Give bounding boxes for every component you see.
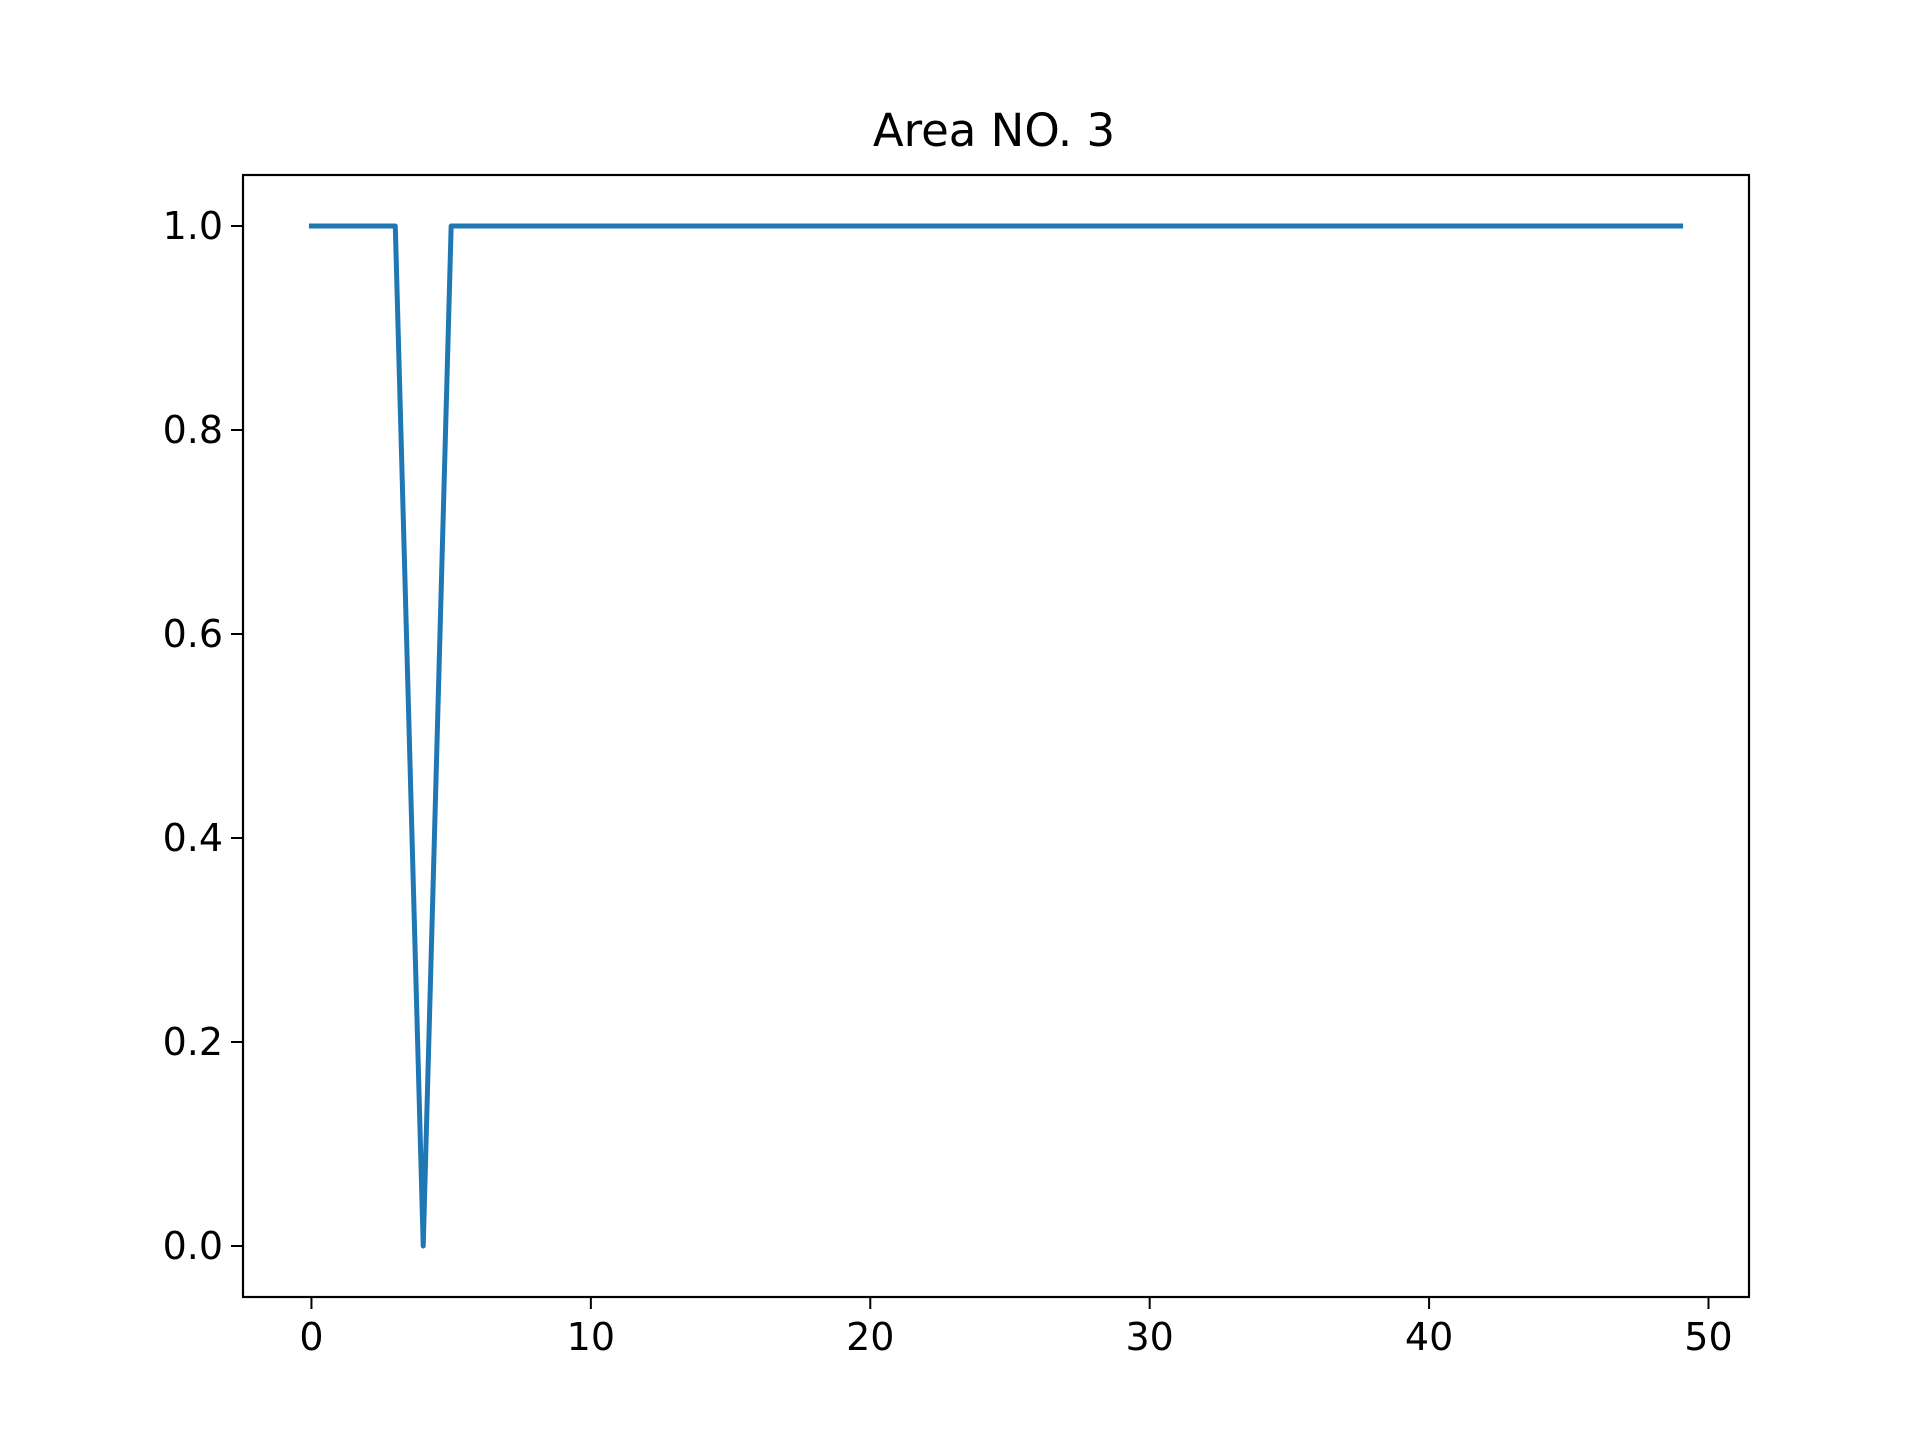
y-tick-label: 0.6: [163, 612, 223, 656]
y-tick-label: 0.0: [163, 1224, 223, 1268]
x-tick-label: 20: [846, 1315, 894, 1359]
x-tick-label: 10: [567, 1315, 615, 1359]
x-tick-label: 40: [1405, 1315, 1453, 1359]
y-tick-label: 1.0: [163, 204, 223, 248]
y-tick-label: 0.8: [163, 408, 223, 452]
plot-area: 0 10 20 30 40 50 0.0 0.2 0.4 0.6 0.8 1.0: [163, 173, 1751, 1359]
y-tick-label: 0.4: [163, 816, 223, 860]
series-line-0: [308, 223, 1684, 1249]
axes-frame: [241, 173, 1751, 1299]
chart-title: Area NO. 3: [873, 104, 1115, 157]
x-tick-label: 0: [299, 1315, 323, 1359]
y-tick-label: 0.2: [163, 1020, 223, 1064]
x-tick-label: 50: [1684, 1315, 1732, 1359]
x-tick-label: 30: [1125, 1315, 1173, 1359]
